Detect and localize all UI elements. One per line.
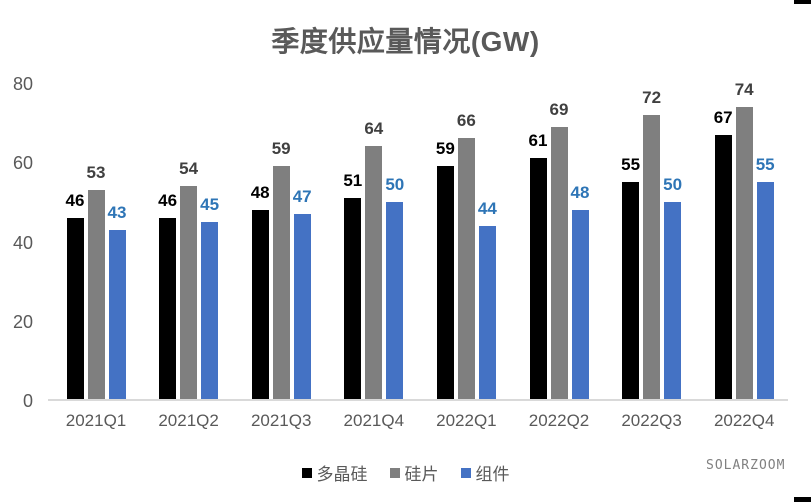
bar (756, 182, 774, 400)
bar-value-label: 64 (364, 119, 384, 139)
legend-label: 多晶硅 (316, 465, 368, 484)
x-category-label: 2021Q2 (158, 411, 219, 430)
bar (529, 158, 547, 400)
y-tick-label: 60 (12, 153, 33, 174)
y-tick-label: 0 (22, 391, 33, 411)
bar-value-label: 48 (570, 182, 590, 202)
watermark: SOLARZOOM (706, 458, 786, 473)
bar (87, 189, 105, 400)
bar (457, 138, 475, 400)
bar-value-label: 44 (477, 198, 497, 218)
x-category-label: 2022Q3 (621, 411, 682, 430)
x-category-label: 2021Q4 (343, 411, 405, 430)
bar-value-label: 74 (734, 79, 754, 99)
corner-mark-bottom (794, 497, 811, 502)
legend-swatch (460, 467, 471, 478)
legend-label: 硅片 (404, 465, 439, 484)
bar (478, 225, 496, 400)
bar-value-label: 51 (343, 170, 363, 190)
y-tick-label: 20 (12, 311, 33, 332)
x-category-label: 2021Q1 (65, 411, 127, 430)
bar (436, 166, 454, 400)
bar (293, 213, 311, 400)
bar (664, 201, 682, 400)
legend-label: 组件 (475, 465, 510, 484)
bar (180, 186, 198, 400)
y-tick-label: 40 (12, 232, 33, 253)
bar (344, 197, 362, 400)
legend-item: 多晶硅 (301, 460, 368, 485)
bar-value-label: 69 (549, 99, 569, 119)
bar-value-label: 61 (528, 131, 548, 151)
bar-value-label: 47 (292, 186, 312, 206)
bar (272, 166, 290, 400)
bar-value-label: 59 (435, 139, 455, 159)
bar-value-label: 59 (271, 139, 291, 159)
bar-value-label: 48 (250, 182, 270, 202)
legend-swatch (301, 467, 312, 478)
bar-value-label: 67 (713, 107, 733, 127)
x-category-label: 2022Q2 (528, 411, 590, 430)
bar-value-label: 45 (200, 194, 220, 214)
bar-value-label: 55 (755, 155, 775, 175)
bar-value-label: 54 (179, 159, 199, 179)
x-category-label: 2022Q4 (713, 411, 775, 430)
bar (108, 229, 126, 400)
bar (735, 106, 753, 400)
bar (66, 217, 84, 400)
bar-value-label: 50 (663, 174, 683, 194)
legend-item: 硅片 (389, 460, 439, 485)
corner-mark-top (794, 0, 811, 4)
bar (365, 146, 383, 400)
bar (571, 209, 589, 400)
bar (714, 134, 732, 400)
bar (201, 221, 219, 400)
x-category-label: 2021Q3 (250, 411, 312, 430)
bar (386, 201, 404, 400)
legend-item: 组件 (460, 460, 510, 485)
bar (643, 114, 661, 400)
x-axis-line (48, 399, 788, 401)
bar-value-label: 72 (642, 87, 662, 107)
y-tick-label: 80 (12, 74, 33, 94)
bar-value-label: 66 (456, 111, 476, 131)
bar-value-label: 46 (158, 190, 178, 210)
bar (251, 209, 269, 400)
bar (622, 182, 640, 400)
x-category-label: 2022Q1 (436, 411, 497, 430)
legend-swatch (389, 467, 400, 478)
bar-value-label: 50 (385, 174, 405, 194)
bar-value-label: 55 (621, 155, 641, 175)
bar (159, 217, 177, 400)
legend: 多晶硅 硅片 组件 (0, 460, 811, 485)
bar-value-label: 46 (65, 190, 85, 210)
bar (550, 126, 568, 400)
bar-value-label: 53 (86, 162, 106, 182)
chart-title: 季度供应量情况(GW) (271, 26, 540, 57)
bar-value-label: 43 (107, 202, 127, 222)
